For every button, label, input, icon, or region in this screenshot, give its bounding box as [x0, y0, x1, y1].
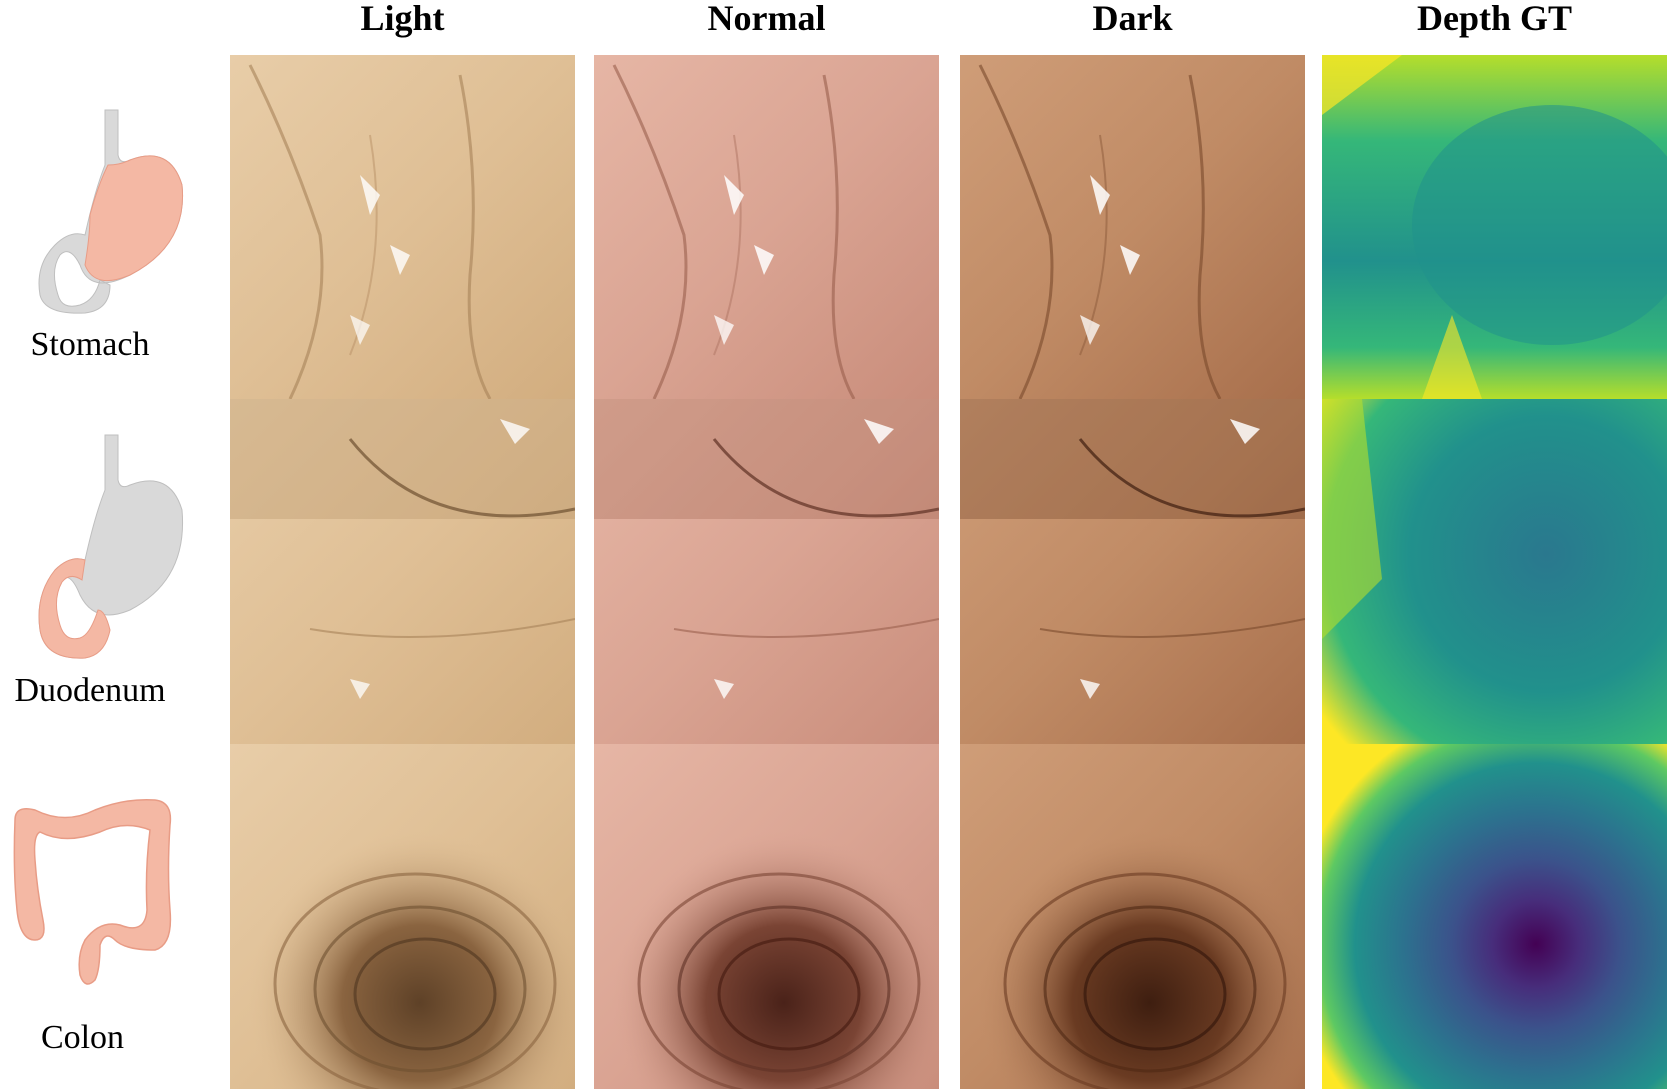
image-stomach-depth — [1322, 55, 1667, 399]
stomach-icon — [10, 105, 185, 315]
column-header-normal: Normal — [707, 0, 826, 38]
image-stomach-dark — [960, 55, 1305, 399]
row-label-stomach: Stomach — [30, 326, 150, 363]
image-duodenum-depth — [1322, 399, 1667, 744]
duodenum-icon — [10, 430, 185, 660]
image-duodenum-light — [230, 399, 575, 744]
column-header-light: Light — [360, 0, 445, 38]
image-stomach-light — [230, 55, 575, 399]
image-colon-dark — [960, 744, 1305, 1089]
image-stomach-normal — [594, 55, 939, 399]
colon-icon — [5, 790, 180, 990]
image-colon-depth — [1322, 744, 1667, 1089]
column-header-dark: Dark — [1092, 0, 1173, 38]
image-colon-light — [230, 744, 575, 1089]
image-colon-normal — [594, 744, 939, 1089]
row-label-duodenum: Duodenum — [14, 672, 166, 709]
row-label-colon: Colon — [40, 1019, 125, 1056]
column-header-depth-gt: Depth GT — [1416, 0, 1573, 38]
image-duodenum-normal — [594, 399, 939, 744]
image-duodenum-dark — [960, 399, 1305, 744]
